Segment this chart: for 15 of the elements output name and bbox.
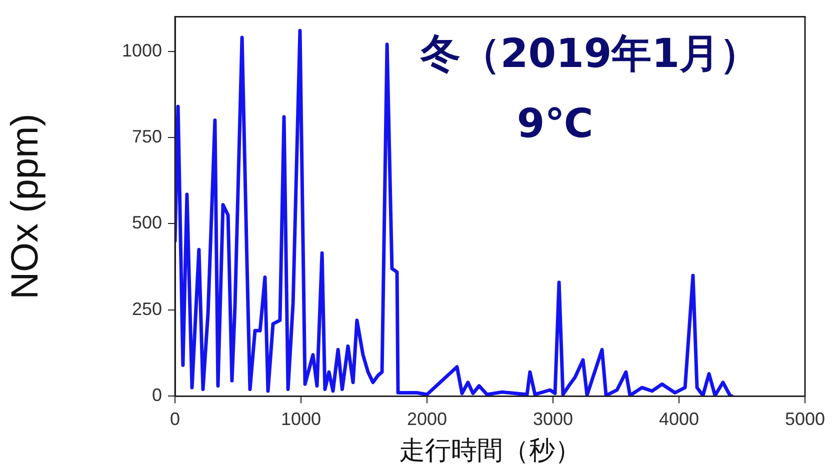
y-axis-title: NOx (ppm) <box>4 114 46 300</box>
x-tick-label: 3000 <box>532 408 574 429</box>
y-tick-label: 1000 <box>122 40 162 60</box>
x-tick-label: 4000 <box>658 408 700 429</box>
x-tick-label: 2000 <box>406 408 448 429</box>
x-tick-label: 0 <box>170 408 180 429</box>
annotation: 9℃ <box>516 100 594 148</box>
x-axis-title: 走行時間（秒） <box>399 436 581 466</box>
y-tick-label: 250 <box>132 298 162 319</box>
y-tick-label: 0 <box>152 385 162 406</box>
x-tick-label: 1000 <box>280 408 322 429</box>
y-tick-label: 500 <box>132 212 162 233</box>
annotation: 冬（2019年1月） <box>419 30 761 78</box>
y-tick-label: 750 <box>132 126 162 146</box>
x-tick-label: 5000 <box>784 408 826 429</box>
